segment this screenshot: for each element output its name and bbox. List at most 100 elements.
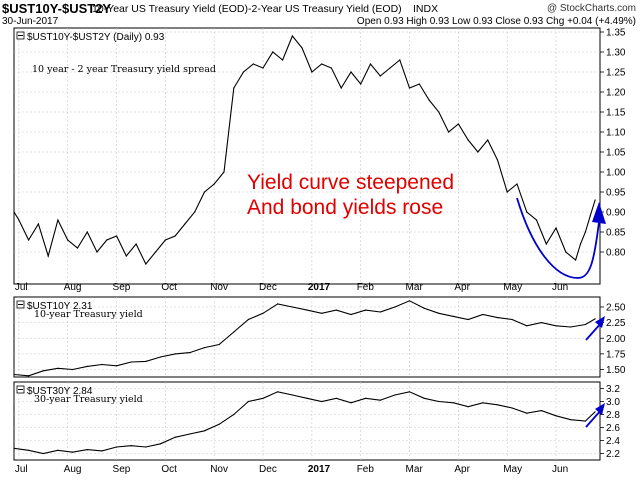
data-point xyxy=(291,306,293,308)
legend-label: $UST10Y 2.31 xyxy=(27,301,93,312)
data-point xyxy=(335,397,337,399)
data-point xyxy=(96,251,98,253)
data-point xyxy=(540,322,543,324)
annotation-line-1: Yield curve steepened xyxy=(247,171,454,194)
data-point xyxy=(184,223,186,225)
data-point xyxy=(428,99,430,101)
data-point xyxy=(511,407,513,409)
data-point xyxy=(47,255,49,257)
y-tick-label: 1.75 xyxy=(606,349,626,360)
data-point xyxy=(242,71,245,73)
data-point xyxy=(594,318,596,320)
data-point xyxy=(130,361,132,363)
data-point xyxy=(589,215,591,217)
panel-frame xyxy=(13,27,601,285)
data-point xyxy=(262,67,264,69)
data-point xyxy=(321,312,323,314)
y-tick-label: 2.25 xyxy=(606,318,626,329)
data-point xyxy=(106,239,108,241)
arrow-head xyxy=(592,202,606,224)
data-point xyxy=(13,447,15,449)
data-point xyxy=(28,239,30,241)
data-point xyxy=(76,247,79,249)
data-point xyxy=(28,375,30,377)
data-point xyxy=(350,313,352,316)
data-point xyxy=(540,410,543,412)
data-point xyxy=(218,423,220,425)
panel-legend: $UST10Y 2.31 xyxy=(16,300,93,312)
x-tick-label: Feb xyxy=(357,464,375,475)
data-point xyxy=(67,239,69,241)
data-point xyxy=(277,391,279,393)
data-point xyxy=(86,449,88,451)
data-point xyxy=(218,343,220,346)
x-tick-label: Nov xyxy=(210,282,228,293)
data-point xyxy=(13,373,15,376)
x-tick-label: Sep xyxy=(113,282,131,293)
y-tick-label: 0.95 xyxy=(606,188,626,199)
data-point xyxy=(262,312,264,314)
data-point xyxy=(145,360,147,362)
data-point xyxy=(399,59,401,61)
x-tick-label: Mar xyxy=(406,282,424,293)
data-point xyxy=(101,363,103,366)
y-tick-label: 1.00 xyxy=(606,168,626,179)
data-point xyxy=(408,391,411,393)
chart-symbol: $UST10Y-$UST2Y xyxy=(2,1,112,16)
x-tick-label: Jun xyxy=(552,282,568,293)
x-tick-label: Mar xyxy=(406,464,424,475)
data-point xyxy=(423,397,425,399)
data-point xyxy=(203,191,206,193)
x-tick-label: Jun xyxy=(552,464,568,475)
data-point xyxy=(37,223,40,225)
data-point xyxy=(189,433,191,435)
x-tick-label: May xyxy=(503,282,522,293)
data-point xyxy=(448,131,450,133)
data-point xyxy=(394,306,396,308)
data-point xyxy=(86,231,88,233)
x-tick-label: Apr xyxy=(454,282,470,293)
panel-legend: $UST30Y 2.84 xyxy=(16,385,93,397)
data-point xyxy=(72,451,74,453)
data-point xyxy=(57,367,59,369)
data-point xyxy=(116,235,118,237)
data-point xyxy=(125,255,127,257)
data-point xyxy=(423,307,425,309)
y-tick-label: 2.50 xyxy=(606,303,626,314)
data-point xyxy=(389,67,391,69)
data-point xyxy=(155,251,157,253)
x-tick-label: Oct xyxy=(161,282,177,293)
x-tick-label: Aug xyxy=(64,464,82,475)
data-point xyxy=(174,353,176,355)
data-point xyxy=(487,139,489,141)
x-tick-label: Dec xyxy=(259,464,277,475)
index-tag: INDX xyxy=(413,3,439,15)
data-point xyxy=(579,243,582,245)
data-point xyxy=(321,63,323,65)
y-tick-label: 1.05 xyxy=(606,148,626,159)
x-tick-label: 2017 xyxy=(308,282,331,293)
y-tick-label: 1.25 xyxy=(606,68,626,79)
data-point xyxy=(570,326,572,328)
arrow-head xyxy=(595,316,605,328)
data-point xyxy=(506,191,508,193)
data-point xyxy=(164,239,166,241)
data-point xyxy=(526,211,528,213)
x-tick-label: Jul xyxy=(15,282,28,293)
x-tick-label: May xyxy=(503,464,522,475)
data-point xyxy=(340,87,342,89)
data-point xyxy=(350,402,352,404)
annotation-line-2: And bond yields rose xyxy=(247,196,443,219)
data-point xyxy=(277,303,279,305)
data-point xyxy=(565,251,567,253)
data-point xyxy=(233,331,235,333)
y-tick-label: 2.4 xyxy=(606,436,620,447)
x-tick-label: 2017 xyxy=(308,464,331,475)
data-point xyxy=(438,312,440,314)
x-tick-label: Aug xyxy=(64,282,82,293)
stockcharts-logo[interactable]: @ StockCharts.com xyxy=(546,3,636,14)
legend-label: $UST10Y-$UST2Y (Daily) 0.93 xyxy=(27,32,165,43)
annotation: Yield curve steepened And bond yields ro… xyxy=(247,171,454,219)
data-point xyxy=(570,419,572,421)
